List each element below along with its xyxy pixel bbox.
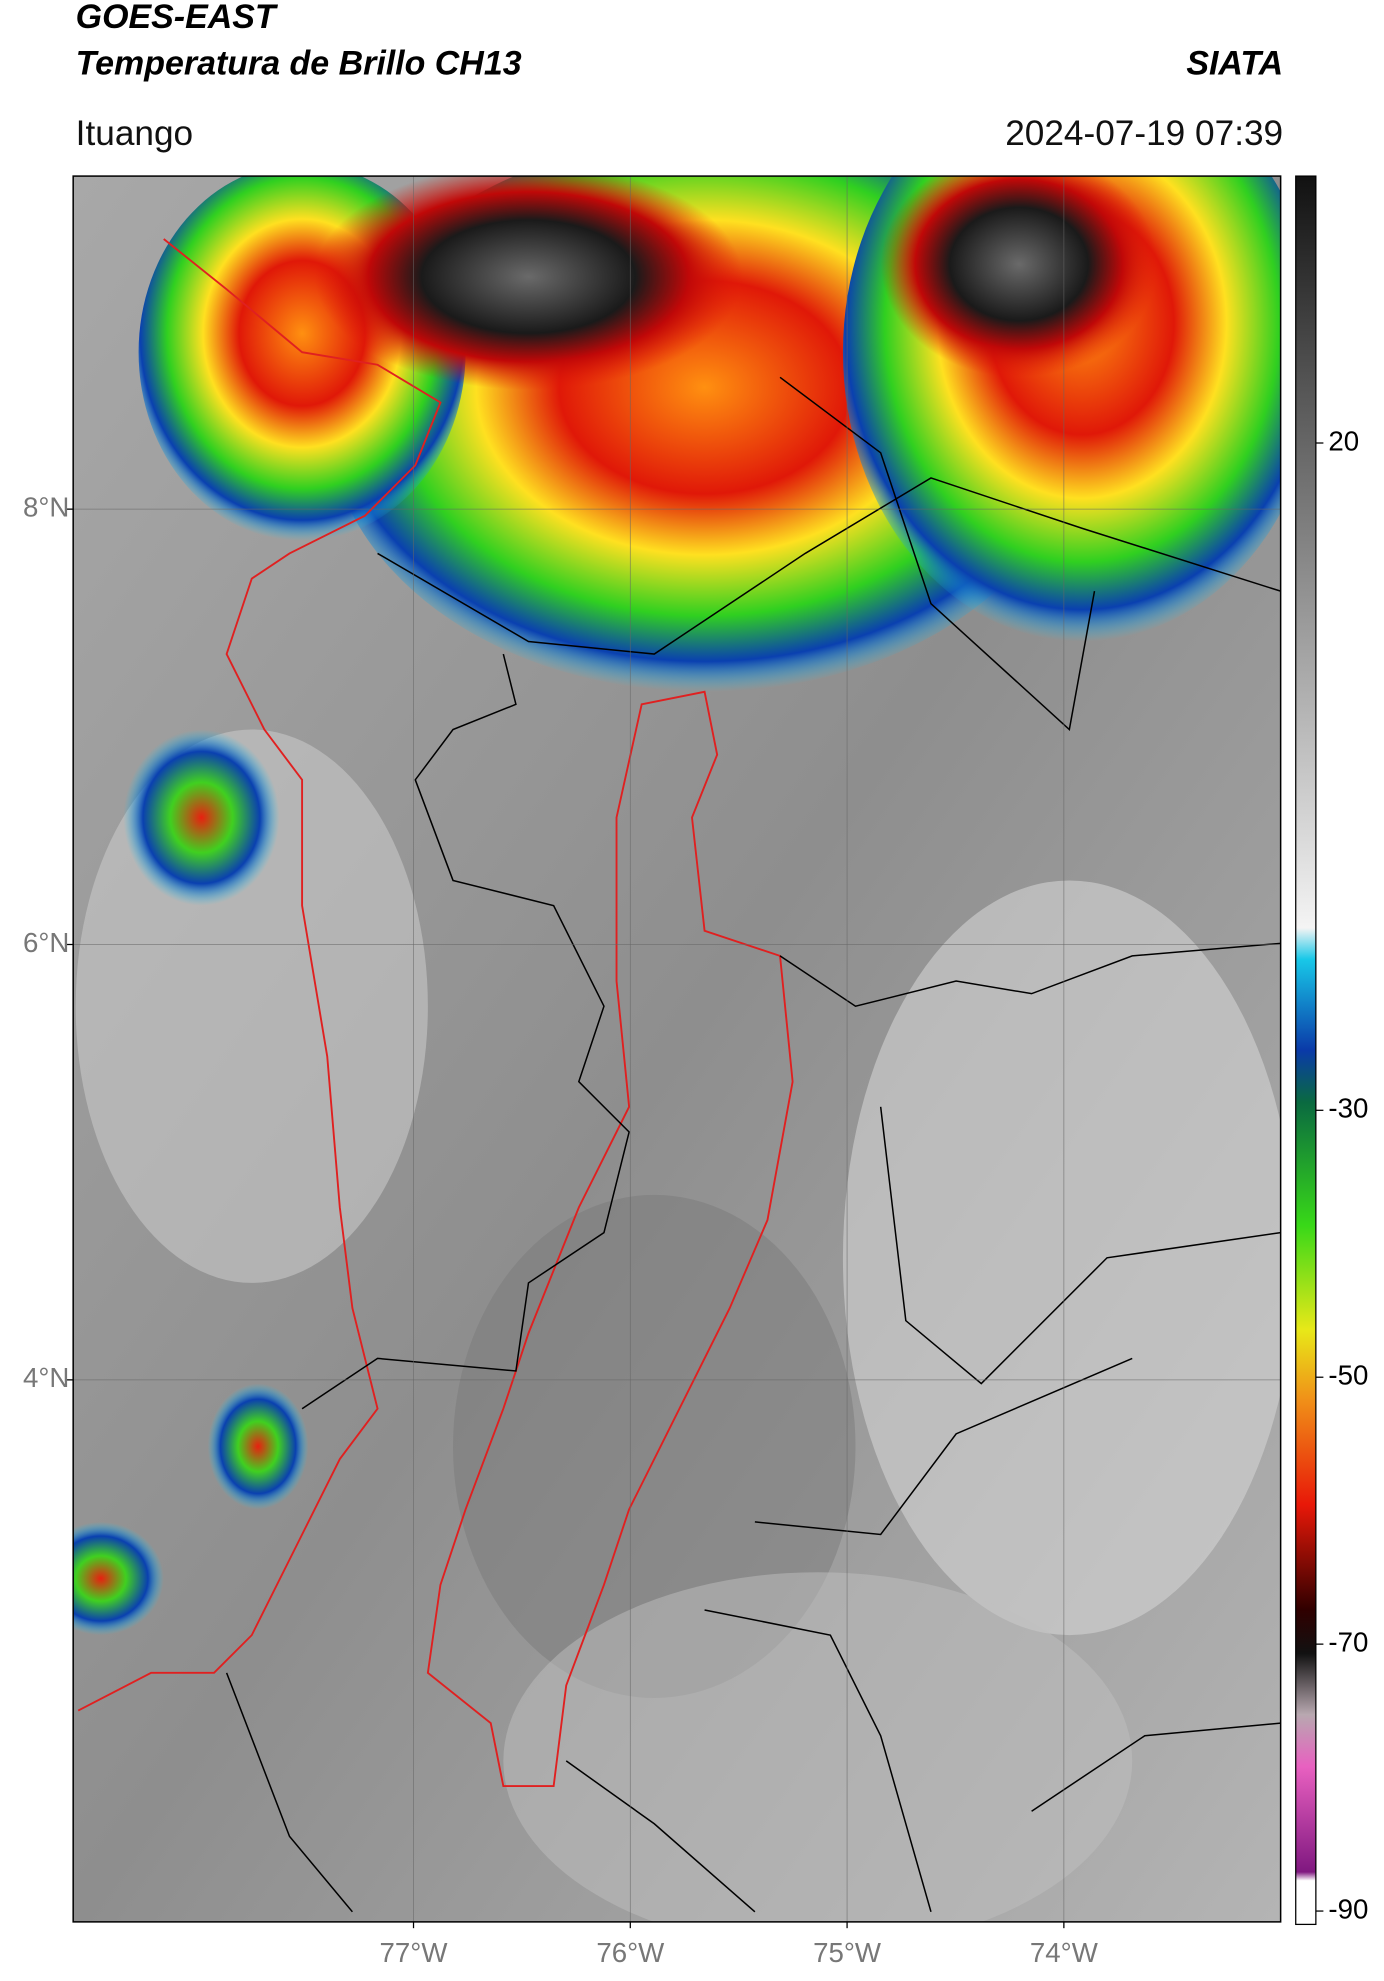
storm-core <box>314 176 743 390</box>
y-tick-label: 6°N <box>23 927 69 958</box>
colorbar-tick-label: -50 <box>1328 1360 1368 1391</box>
y-tick-label: 8°N <box>23 491 69 522</box>
brand: SIATA <box>1186 44 1283 82</box>
colorbar-tick-label: -70 <box>1328 1626 1368 1657</box>
region-border <box>426 690 794 1787</box>
storm <box>207 1383 309 1510</box>
x-tick-label: 76°W <box>596 1937 665 1968</box>
title: GOES-EAST <box>76 0 279 36</box>
storm-core <box>880 176 1158 378</box>
cloud <box>503 1572 1133 1922</box>
admin-border <box>225 376 1281 1913</box>
location: Ituango <box>76 114 193 153</box>
coastline <box>77 238 442 1712</box>
grid <box>73 176 1281 1922</box>
x-tick-label: 77°W <box>380 1937 449 1968</box>
cloud <box>843 880 1281 1635</box>
datetime: 2024-07-19 07:39 <box>1005 114 1283 153</box>
colorbar-tick-label: -90 <box>1328 1893 1368 1924</box>
colorbar-tick-label: -30 <box>1328 1093 1368 1124</box>
colorbar-tick-label: 20 <box>1328 425 1359 456</box>
storm <box>73 1521 164 1636</box>
storm <box>123 729 280 906</box>
x-tick-label: 75°W <box>813 1937 882 1968</box>
x-tick-label: 74°W <box>1030 1937 1099 1968</box>
imagery <box>73 176 1281 1922</box>
subtitle: Temperatura de Brillo CH13 <box>76 44 522 82</box>
y-tick-label: 4°N <box>23 1362 69 1393</box>
colorbar <box>1295 175 1317 1926</box>
cloud <box>453 1194 856 1698</box>
map-frame <box>72 175 1282 1923</box>
